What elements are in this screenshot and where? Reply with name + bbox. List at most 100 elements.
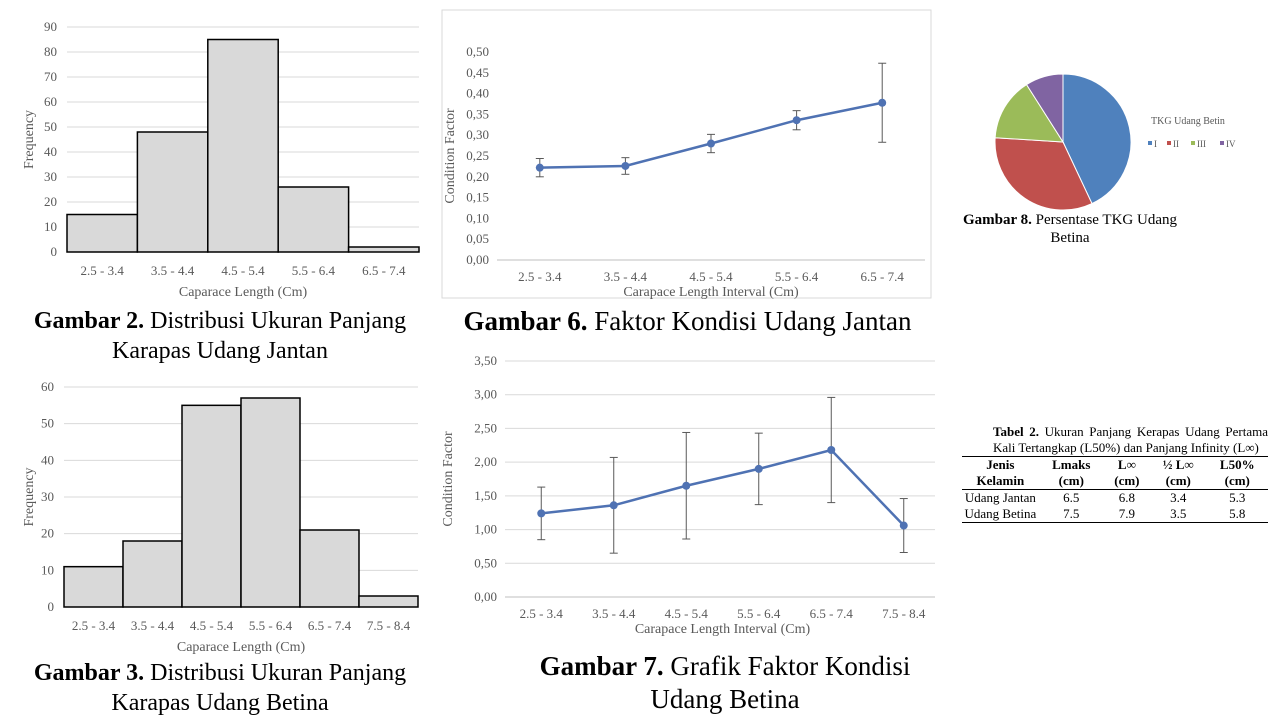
table-cell: Udang Betina: [964, 506, 1037, 521]
y-tick-label: 30: [44, 169, 57, 184]
y-tick-label: 10: [44, 219, 57, 234]
figure-8-caption: Gambar 8. Persentase TKG Udang Betina: [962, 212, 1177, 246]
legend-marker: [1167, 141, 1171, 145]
bar: [136, 131, 209, 253]
y-tick-label: 60: [41, 379, 54, 394]
x-tick-label: 4.5 - 5.4: [689, 269, 733, 284]
table-cell: 6.5: [1063, 490, 1080, 505]
data-point: [707, 139, 715, 148]
y-tick-label: 3,00: [474, 387, 497, 402]
y-axis-title: Frequency: [22, 467, 37, 526]
series-line: [541, 448, 905, 527]
bar: [181, 404, 242, 608]
bar: [347, 246, 420, 253]
y-tick-label: 80: [44, 44, 57, 59]
y-tick-label: 2,50: [474, 420, 497, 435]
y-tick-label: 3,50: [474, 353, 497, 368]
y-tick-label: 0: [48, 599, 55, 614]
x-tick-label: 5.5 - 6.4: [292, 263, 336, 278]
table-2-title: Tabel 2. Ukuran Panjang Kerapas Udang Pe…: [993, 424, 1268, 455]
y-tick-label: 10: [41, 562, 54, 577]
y-tick-label: 0,05: [466, 231, 489, 246]
figure-6-line-chart: 0,00 0,05 0,10 0,15 0,20 0,25 0,30 0,35 0,40 0,45…: [441, 9, 932, 300]
legend-label: II: [1173, 139, 1179, 149]
y-tick-label: 90: [44, 19, 57, 34]
figure-6-caption: Gambar 6. Faktor Kondisi Udang Jantan: [463, 306, 912, 336]
y-tick-label: 0,15: [466, 190, 489, 205]
x-tick-label: 5.5 - 6.4: [775, 269, 819, 284]
y-tick-label: 0,00: [474, 589, 497, 604]
x-tick-label: 6.5 - 7.4: [810, 606, 854, 621]
y-tick-label: 0,50: [466, 44, 489, 59]
y-tick-label: 0,00: [466, 252, 489, 267]
y-tick-label: 20: [44, 194, 57, 209]
table-header: Lmaks (cm): [1052, 457, 1091, 488]
data-point: [899, 521, 908, 530]
y-tick-label: 0,20: [466, 169, 489, 184]
y-tick-label: 0,45: [466, 65, 489, 80]
x-tick-label: 3.5 - 4.4: [604, 269, 648, 284]
table-cell: 5.8: [1229, 506, 1246, 521]
y-tick-label: 20: [41, 526, 54, 541]
y-tick-label: 30: [41, 489, 54, 504]
bar: [240, 397, 301, 608]
data-point: [792, 116, 801, 125]
y-axis-title: Frequency: [22, 110, 37, 169]
table-cell: 7.5: [1063, 506, 1080, 521]
table-cell: 5.3: [1229, 490, 1246, 505]
table-row: Udang Betina 7.5 7.9 3.5 5.8: [962, 506, 1268, 523]
x-tick-label: 4.5 - 5.4: [221, 263, 265, 278]
figure-3-bar-chart: 0 10 20 30 40 50 60 2.5 - 3.4 3.5 - 4.4 4.5 - 5.4…: [22, 379, 419, 655]
legend-marker: [1220, 141, 1224, 145]
table-header: L∞ (cm): [1114, 457, 1140, 488]
table-2: Tabel 2. Ukuran Panjang Kerapas Udang Pe…: [962, 424, 1268, 523]
data-point: [878, 98, 887, 107]
bar: [63, 565, 124, 608]
table-row: Udang Jantan 6.5 6.8 3.4 5.3: [962, 490, 1268, 507]
y-axis-title: Condition Factor: [443, 108, 458, 204]
bar: [299, 529, 360, 608]
legend-label: IV: [1226, 139, 1236, 149]
y-tick-label: 0,40: [466, 86, 489, 101]
table-header: ½ L∞ (cm): [1162, 457, 1194, 488]
pie-slice: [1062, 73, 1132, 205]
x-tick-label: 2.5 - 3.4: [81, 263, 125, 278]
y-tick-label: 2,00: [474, 454, 497, 469]
x-tick-label: 6.5 - 7.4: [861, 269, 905, 284]
table-cell: 6.8: [1118, 490, 1135, 505]
x-tick-label: 5.5 - 6.4: [249, 618, 293, 633]
figure-3-caption: Gambar 3. Distribusi Ukuran Panjang Kara…: [33, 660, 407, 716]
x-tick-label: 2.5 - 3.4: [72, 618, 116, 633]
table-cell: 3.4: [1170, 490, 1187, 505]
pie-slice: [1025, 73, 1064, 144]
table-header: Jenis Kelamin: [976, 457, 1025, 488]
bar: [207, 38, 279, 253]
bar: [66, 213, 139, 253]
x-axis-title: Caparace Length (Cm): [179, 285, 308, 300]
x-tick-label: 4.5 - 5.4: [190, 618, 234, 633]
y-tick-label: 0,50: [474, 555, 497, 570]
x-tick-label: 3.5 - 4.4: [131, 618, 175, 633]
figure-7-line-chart: 0,00 0,50 1,00 1,50 2,00 2,50 3,00 3,50 2.5 - 3.…: [441, 353, 935, 637]
figure-2-caption: Gambar 2. Distribusi Ukuran Panjang Kara…: [33, 308, 407, 364]
y-tick-label: 50: [41, 416, 54, 431]
y-tick-label: 40: [44, 144, 57, 159]
figure-2-bar-chart: 0 10 20 30 40 50 60 70 80 90 2.5 - 3.4 3.5 - 4.4 4.5…: [22, 19, 420, 300]
x-tick-label: 2.5 - 3.4: [520, 606, 564, 621]
x-tick-label: 7.5 - 8.4: [367, 618, 411, 633]
chart-frame: [441, 9, 932, 299]
y-tick-label: 0,35: [466, 106, 489, 121]
y-tick-label: 1,50: [474, 488, 497, 503]
x-axis-title: Caparace Length (Cm): [177, 640, 306, 655]
x-tick-label: 7.5 - 8.4: [882, 606, 926, 621]
data-point: [754, 464, 763, 473]
pie-slice: [994, 137, 1093, 210]
x-axis-title: Carapace Length Interval (Cm): [623, 285, 799, 300]
x-axis-title: Carapace Length Interval (Cm): [635, 622, 811, 637]
bar: [277, 186, 350, 253]
figure-7-caption: Gambar 7. Grafik Faktor Kondisi Udang Be…: [539, 651, 911, 714]
y-tick-label: 0: [51, 244, 58, 259]
table-2-grid: Jenis Kelamin Lmaks (cm) L∞ (cm) ½ L∞ (c…: [962, 456, 1268, 523]
table-cell: 3.5: [1170, 506, 1187, 521]
